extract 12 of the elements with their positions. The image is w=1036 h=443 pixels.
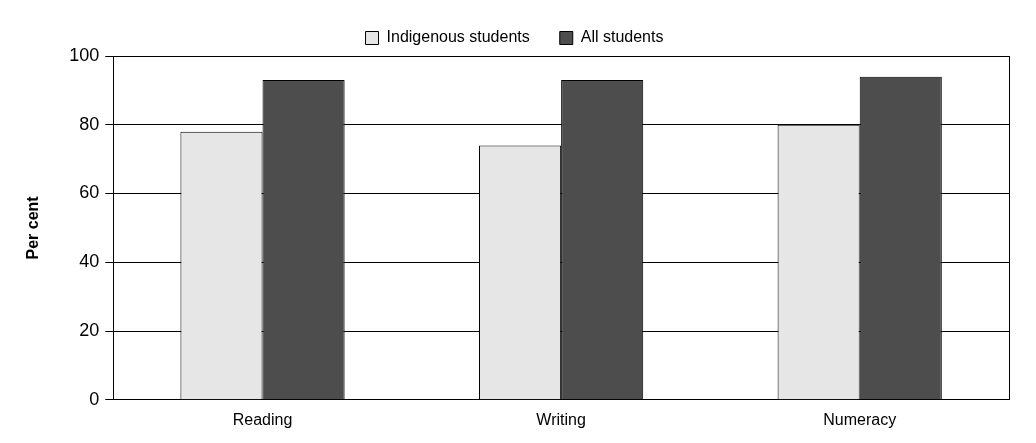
x-tick-label: Reading [232, 410, 293, 428]
y-tick-label: 80 [79, 113, 100, 134]
x-tick-label: Numeracy [823, 410, 897, 428]
y-tick-label: 100 [69, 44, 100, 65]
y-tick-label: 0 [89, 388, 100, 409]
y-tick-label: 20 [79, 320, 100, 341]
y-tick-label: 40 [79, 251, 100, 272]
y-axis-title: Per cent [24, 195, 42, 260]
legend-label: All students [580, 28, 664, 46]
legend-label: Indigenous students [386, 28, 530, 46]
x-tick-label: Writing [536, 410, 586, 428]
y-tick-label: 60 [79, 182, 100, 203]
